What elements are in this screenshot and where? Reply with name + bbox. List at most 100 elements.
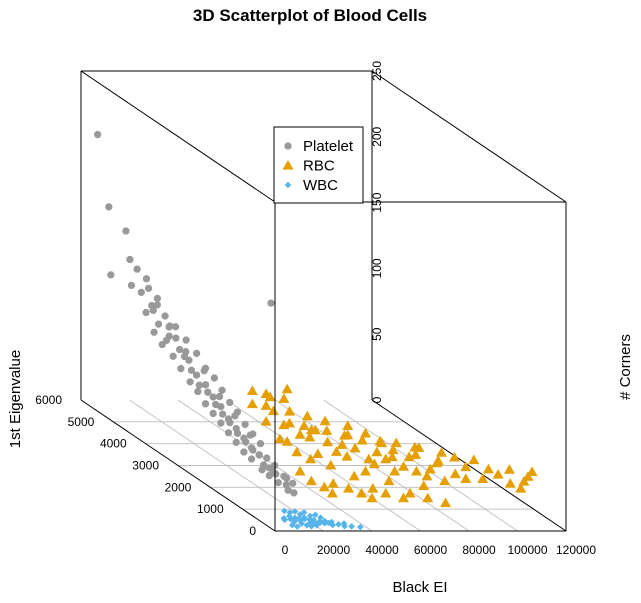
point-rbc <box>267 405 279 416</box>
point-rbc <box>389 465 401 476</box>
x-axis-label: Black EI <box>392 579 447 596</box>
point-wbc <box>300 509 308 516</box>
point-rbc <box>298 420 310 431</box>
point-platelet <box>204 388 212 396</box>
box-edge <box>371 399 567 532</box>
point-platelet <box>269 468 277 476</box>
point-platelet <box>193 349 201 357</box>
point-platelet <box>195 381 203 389</box>
point-rbc <box>305 475 317 486</box>
point-rbc <box>404 487 416 498</box>
point-wbc <box>288 521 296 529</box>
point-platelet <box>289 479 297 487</box>
point-platelet <box>172 334 180 342</box>
box-edge <box>371 70 567 203</box>
point-rbc <box>318 481 330 492</box>
z-tick-label: 250 <box>370 61 384 81</box>
z-tick-label: 150 <box>370 192 384 212</box>
point-rbc <box>321 425 333 435</box>
point-platelet <box>274 479 282 487</box>
point-rbc <box>322 436 334 447</box>
point-rbc <box>398 492 410 503</box>
point-platelet <box>232 438 240 446</box>
z-tick-label: 0 <box>370 396 384 403</box>
z-tick-label: 100 <box>370 258 384 278</box>
point-platelet <box>163 336 171 344</box>
point-platelet <box>283 474 291 482</box>
point-rbc <box>278 419 290 430</box>
point-rbc <box>422 492 434 503</box>
point-wbc <box>317 514 324 521</box>
point-rbc <box>492 469 504 479</box>
x-tick-label: 60000 <box>414 543 448 557</box>
point-wbc <box>308 522 315 530</box>
point-rbc <box>363 453 375 464</box>
point-wbc <box>357 523 364 531</box>
point-rbc <box>301 410 313 421</box>
point-platelet <box>149 306 157 314</box>
point-rbc <box>410 465 422 476</box>
point-rbc <box>356 434 368 445</box>
point-platelet <box>226 419 234 427</box>
point-platelet <box>209 409 217 417</box>
point-platelet <box>231 412 239 420</box>
point-rbc <box>360 427 372 438</box>
point-platelet <box>218 386 226 394</box>
point-rbc <box>436 447 448 457</box>
point-rbc <box>330 446 342 456</box>
point-wbc <box>306 512 314 520</box>
point-rbc <box>448 451 460 462</box>
point-rbc <box>341 451 353 461</box>
point-platelet <box>210 374 218 382</box>
point-wbc <box>281 516 288 524</box>
point-platelet <box>201 381 209 389</box>
point-platelet <box>194 388 202 396</box>
legend-marker-rbc <box>282 160 294 170</box>
point-platelet <box>186 378 194 386</box>
y-tick-label: 6000 <box>35 393 62 407</box>
point-rbc <box>421 470 433 481</box>
point-rbc <box>260 416 272 426</box>
point-platelet <box>193 371 201 379</box>
point-platelet <box>209 393 217 401</box>
point-rbc <box>366 492 378 503</box>
point-rbc <box>504 478 516 488</box>
point-platelet <box>172 323 180 331</box>
point-platelet <box>248 455 256 463</box>
point-platelet <box>290 489 298 497</box>
point-rbc <box>348 470 360 481</box>
point-platelet <box>182 336 190 344</box>
point-platelet <box>256 440 264 448</box>
point-rbc <box>413 442 425 452</box>
point-platelet <box>200 367 208 375</box>
point-platelet <box>181 352 189 361</box>
point-wbc <box>303 521 311 529</box>
point-rbc <box>386 451 398 462</box>
point-wbc <box>291 508 299 515</box>
y-axis-label: 1st Eigenvalue <box>7 350 24 448</box>
point-rbc <box>398 461 410 471</box>
point-rbc <box>281 383 293 394</box>
point-platelet <box>169 352 177 360</box>
point-rbc <box>410 449 422 459</box>
point-rbc <box>305 453 317 464</box>
point-rbc <box>387 444 399 455</box>
point-rbc <box>526 466 538 476</box>
point-rbc <box>518 476 530 486</box>
point-rbc <box>319 415 331 426</box>
point-rbc <box>380 487 392 498</box>
point-rbc <box>246 385 258 396</box>
point-rbc <box>468 454 480 465</box>
tick-labels: 0 20000 40000 60000 80000 100000 1200000100020… <box>35 61 596 557</box>
point-wbc <box>294 523 301 530</box>
point-platelet <box>133 265 141 273</box>
point-platelet <box>226 398 234 406</box>
point-rbc <box>482 463 494 474</box>
point-wbc <box>348 523 355 530</box>
z-tick-label: 200 <box>370 126 384 146</box>
point-rbc <box>360 465 372 476</box>
point-wbc <box>280 507 288 515</box>
point-rbc <box>294 429 306 439</box>
